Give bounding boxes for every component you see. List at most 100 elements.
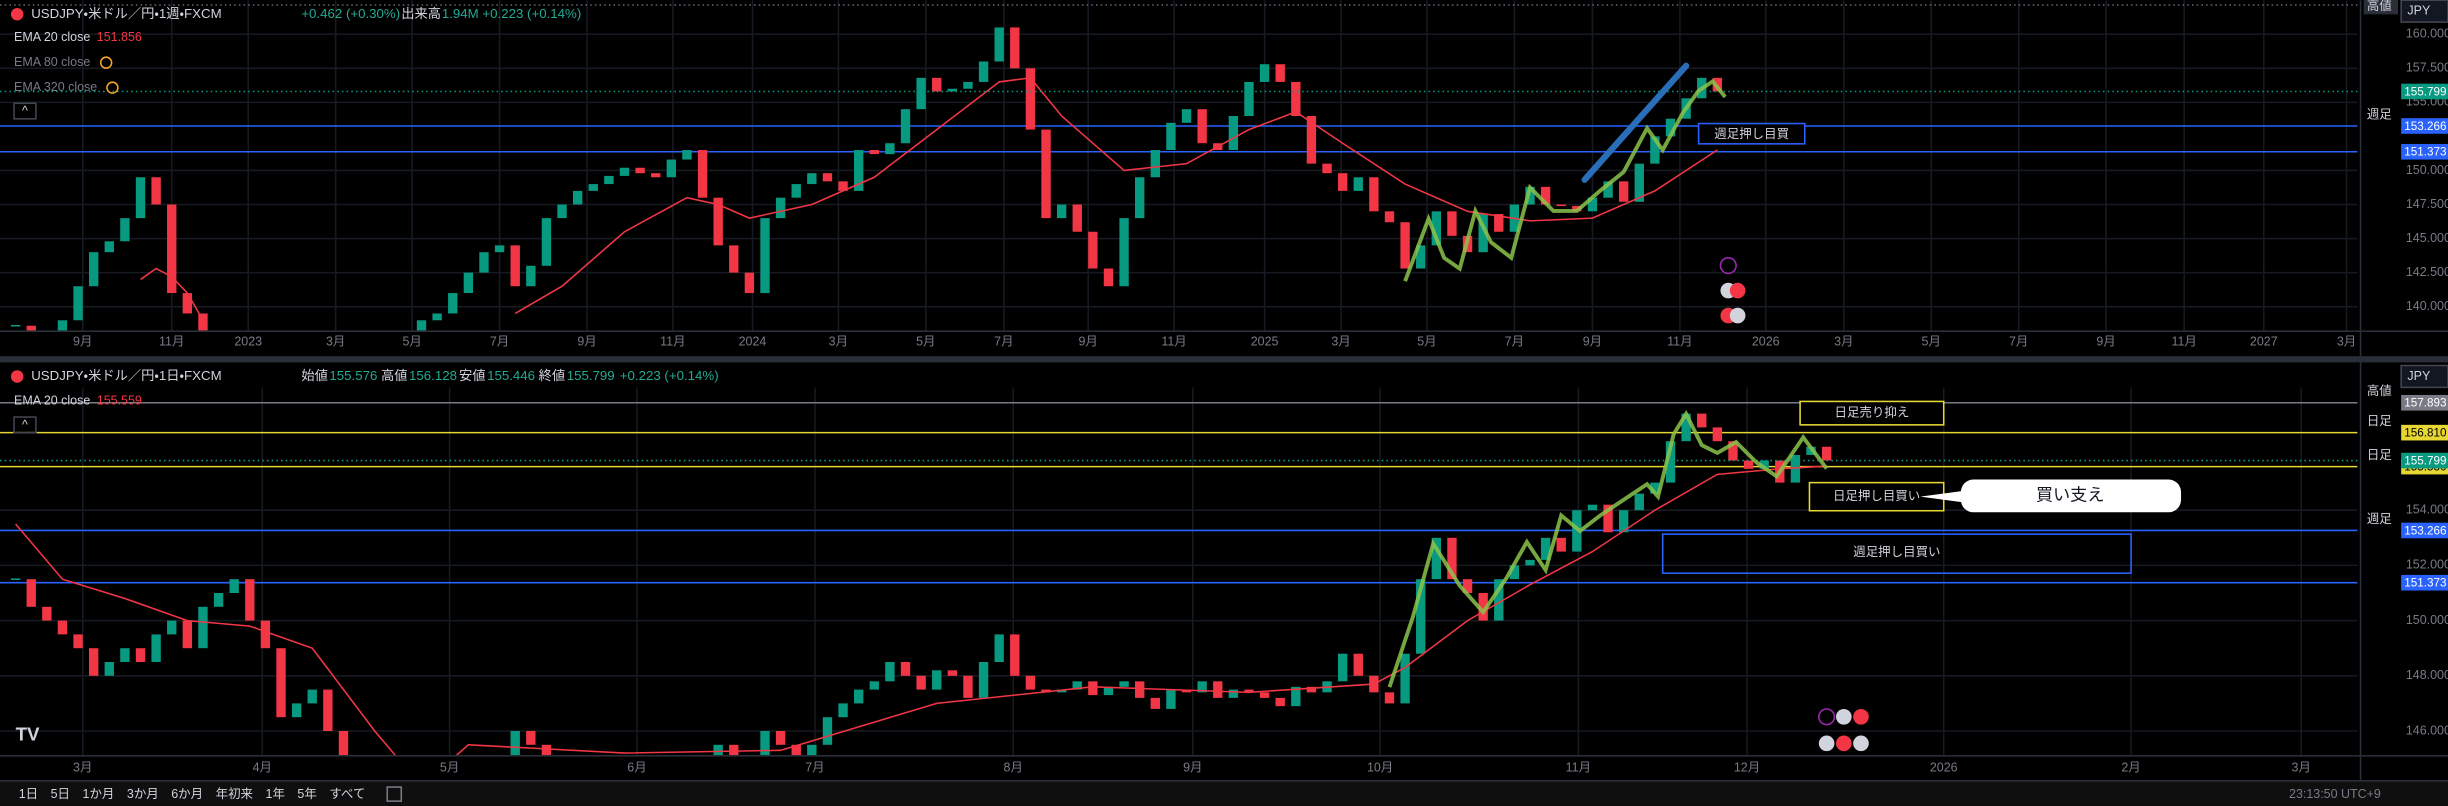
- candle: [1041, 689, 1051, 693]
- candle: [167, 620, 177, 635]
- x-tick-label: 7月: [994, 334, 1013, 348]
- candle: [213, 593, 224, 607]
- hidden-icon[interactable]: [106, 81, 119, 94]
- price-badge: [2401, 424, 2448, 441]
- price-badge: [2401, 394, 2448, 411]
- candle: [807, 173, 817, 185]
- calendar-button[interactable]: [386, 786, 403, 802]
- ohlc-label: 始値: [301, 368, 328, 383]
- candle: [744, 272, 755, 294]
- change: +0.223 (+0.14%): [620, 368, 719, 383]
- x-tick-label: 7月: [2009, 334, 2028, 348]
- currency[interactable]: JPY: [2407, 3, 2431, 17]
- candle: [1494, 579, 1504, 621]
- ohlc-label: 安値: [459, 368, 486, 383]
- logo: TV: [16, 723, 40, 744]
- range-button[interactable]: 6か月: [171, 787, 203, 801]
- x-tick-label: 4月: [253, 761, 272, 775]
- price-badge-label: 155.799: [2404, 454, 2446, 467]
- collapse-button[interactable]: [13, 102, 37, 120]
- x-tick-label: 11月: [660, 334, 685, 348]
- x-tick-label: 3月: [829, 334, 848, 348]
- currency-button[interactable]: [2400, 0, 2448, 23]
- candle: [1181, 109, 1192, 123]
- tag-badge: [2363, 0, 2399, 15]
- candle: [1337, 653, 1348, 682]
- candle: [885, 661, 895, 682]
- price-badge-label: 157.893: [2404, 397, 2446, 410]
- candle: [526, 265, 536, 287]
- x-tick-label: 3月: [326, 334, 345, 348]
- x-tick-label: 2026: [1930, 761, 1958, 775]
- range-button[interactable]: 1年: [266, 787, 285, 801]
- candle: [1540, 186, 1551, 205]
- collapse-button[interactable]: [13, 416, 37, 434]
- x-tick-label: 5月: [1417, 334, 1436, 348]
- indicator-label: EMA 80 close: [14, 55, 90, 69]
- price-badge: [2401, 118, 2448, 134]
- candle: [541, 218, 552, 266]
- range-button[interactable]: 3か月: [127, 787, 159, 801]
- candle: [1478, 593, 1488, 621]
- candle: [697, 150, 708, 198]
- candle: [1228, 115, 1239, 151]
- candle: [1416, 245, 1426, 269]
- y-tick-label: 142.500: [2406, 265, 2448, 279]
- candle: [651, 173, 661, 178]
- event-icon: [1853, 735, 1869, 752]
- range-button[interactable]: 年初来: [216, 787, 254, 801]
- candle: [1072, 681, 1082, 690]
- collapse-icon[interactable]: ^: [22, 104, 28, 118]
- candle: [1665, 118, 1676, 137]
- event-icons: [1719, 257, 1869, 752]
- range-button[interactable]: 5日: [51, 787, 70, 801]
- ohlc-label: 高値: [381, 367, 408, 383]
- candle: [1400, 653, 1410, 704]
- candle: [494, 245, 505, 253]
- x-tick-label: 3月: [73, 761, 92, 775]
- event-icon: [1719, 257, 1737, 275]
- candle: [713, 197, 723, 246]
- candle: [135, 177, 146, 219]
- range-button[interactable]: 5年: [297, 787, 316, 801]
- candle: [1213, 681, 1223, 698]
- price-badge-label: 153.266: [2404, 524, 2446, 537]
- candle: [104, 241, 114, 253]
- currency-button[interactable]: [2400, 364, 2448, 389]
- y-tick-label: 160.000: [2406, 27, 2448, 41]
- indicator-label: EMA 320 close: [14, 80, 97, 94]
- candle: [1728, 441, 1738, 461]
- candle: [57, 620, 68, 635]
- x-tick-label: 11月: [1566, 761, 1591, 775]
- trend-line: [1581, 62, 1690, 183]
- candle: [1478, 214, 1488, 253]
- candle: [1462, 579, 1473, 594]
- candle: [1525, 186, 1535, 205]
- candle: [1275, 697, 1285, 707]
- collapse-icon[interactable]: ^: [22, 418, 28, 432]
- candle: [604, 175, 614, 185]
- range-button[interactable]: 1か月: [83, 787, 115, 801]
- x-tick-label: 7月: [1505, 334, 1524, 348]
- x-tick-label: 2024: [739, 334, 767, 348]
- ohlc-value: 156.128: [409, 368, 457, 383]
- indicator-value: 151.856: [97, 30, 142, 44]
- candle: [588, 184, 598, 191]
- x-tick-label: 2025: [1251, 334, 1279, 348]
- candle: [1540, 537, 1551, 560]
- currency[interactable]: JPY: [2407, 369, 2431, 383]
- range-button[interactable]: すべて: [329, 787, 365, 801]
- hidden-icon[interactable]: [99, 56, 113, 69]
- candle: [557, 204, 567, 219]
- candle: [1322, 163, 1332, 174]
- candle: [1618, 510, 1629, 533]
- candle: [1088, 681, 1098, 696]
- range-button[interactable]: 1日: [19, 787, 38, 801]
- candle: [26, 579, 36, 607]
- candle: [916, 77, 926, 110]
- candle: [822, 717, 833, 745]
- volume: 1.94M: [442, 6, 479, 21]
- candle: [1010, 634, 1020, 676]
- candle: [510, 730, 520, 756]
